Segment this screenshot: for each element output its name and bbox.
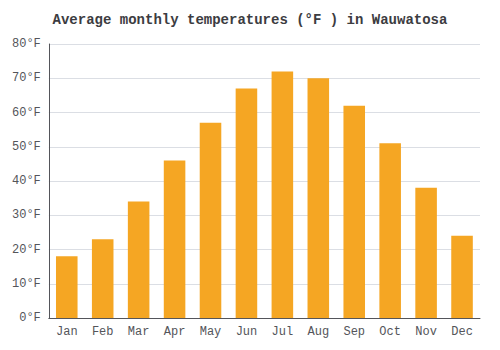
svg-text:0°F: 0°F [19, 311, 41, 325]
svg-text:Apr: Apr [164, 325, 186, 339]
svg-text:Feb: Feb [92, 325, 114, 339]
svg-text:Mar: Mar [128, 325, 150, 339]
svg-text:Jun: Jun [236, 325, 258, 339]
svg-text:70°F: 70°F [12, 71, 41, 85]
svg-text:Average monthly temperatures (: Average monthly temperatures (°F ) in Wa… [53, 12, 448, 28]
svg-text:40°F: 40°F [12, 174, 41, 188]
svg-text:Aug: Aug [307, 325, 329, 339]
svg-text:60°F: 60°F [12, 106, 41, 120]
svg-text:30°F: 30°F [12, 208, 41, 222]
svg-text:50°F: 50°F [12, 140, 41, 154]
svg-text:20°F: 20°F [12, 243, 41, 257]
svg-text:Dec: Dec [451, 325, 473, 339]
svg-text:10°F: 10°F [12, 277, 41, 291]
svg-text:Nov: Nov [415, 325, 437, 339]
svg-text:Sep: Sep [343, 325, 365, 339]
svg-text:80°F: 80°F [12, 37, 41, 51]
svg-text:Jan: Jan [56, 325, 78, 339]
svg-text:May: May [200, 325, 222, 339]
svg-text:Oct: Oct [379, 325, 401, 339]
svg-text:Jul: Jul [272, 325, 294, 339]
